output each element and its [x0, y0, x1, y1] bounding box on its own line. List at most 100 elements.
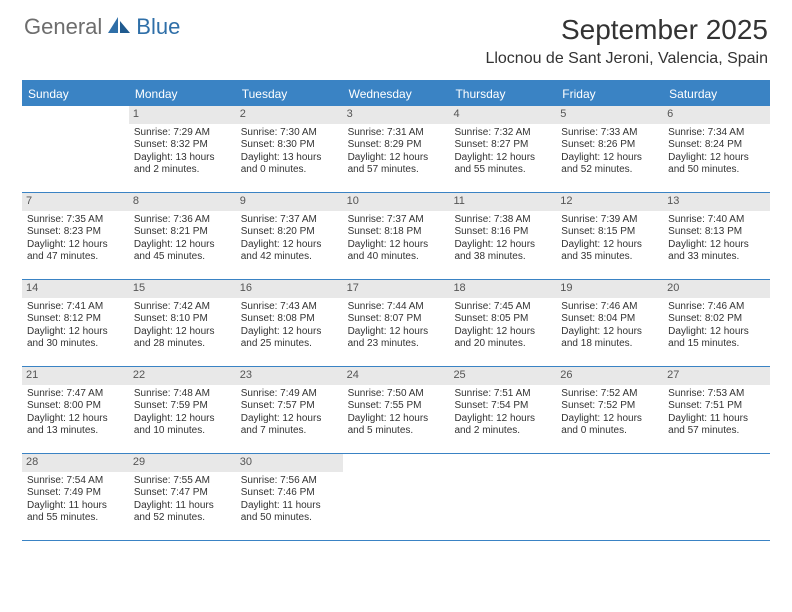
day-cell: 26Sunrise: 7:52 AMSunset: 7:52 PMDayligh… [556, 367, 663, 453]
day-cell: 9Sunrise: 7:37 AMSunset: 8:20 PMDaylight… [236, 193, 343, 279]
day-number: 20 [663, 280, 770, 298]
day-number: 8 [129, 193, 236, 211]
day-number: 27 [663, 367, 770, 385]
sunset-text: Sunset: 8:08 PM [241, 313, 338, 326]
sunset-text: Sunset: 8:30 PM [241, 139, 338, 152]
daylight1-text: Daylight: 12 hours [27, 239, 124, 252]
daylight2-text: and 2 minutes. [454, 425, 551, 438]
daylight2-text: and 55 minutes. [454, 164, 551, 177]
sunrise-text: Sunrise: 7:53 AM [668, 388, 765, 401]
daylight1-text: Daylight: 12 hours [668, 152, 765, 165]
daylight1-text: Daylight: 12 hours [134, 413, 231, 426]
sunrise-text: Sunrise: 7:36 AM [134, 214, 231, 227]
day-number: 4 [449, 106, 556, 124]
sunrise-text: Sunrise: 7:40 AM [668, 214, 765, 227]
daylight1-text: Daylight: 12 hours [134, 326, 231, 339]
sunset-text: Sunset: 8:18 PM [348, 226, 445, 239]
sunrise-text: Sunrise: 7:49 AM [241, 388, 338, 401]
day-number: 3 [343, 106, 450, 124]
sunset-text: Sunset: 8:13 PM [668, 226, 765, 239]
day-cell [343, 454, 450, 540]
day-cell [663, 454, 770, 540]
day-cell: 23Sunrise: 7:49 AMSunset: 7:57 PMDayligh… [236, 367, 343, 453]
week-row: 14Sunrise: 7:41 AMSunset: 8:12 PMDayligh… [22, 280, 770, 367]
daylight1-text: Daylight: 12 hours [561, 413, 658, 426]
daylight1-text: Daylight: 11 hours [27, 500, 124, 513]
day-cell: 12Sunrise: 7:39 AMSunset: 8:15 PMDayligh… [556, 193, 663, 279]
sunrise-text: Sunrise: 7:45 AM [454, 301, 551, 314]
sunset-text: Sunset: 8:07 PM [348, 313, 445, 326]
sunset-text: Sunset: 8:10 PM [134, 313, 231, 326]
day-number: 7 [22, 193, 129, 211]
daylight1-text: Daylight: 12 hours [241, 413, 338, 426]
sunrise-text: Sunrise: 7:30 AM [241, 127, 338, 140]
daylight1-text: Daylight: 11 hours [134, 500, 231, 513]
day-cell: 21Sunrise: 7:47 AMSunset: 8:00 PMDayligh… [22, 367, 129, 453]
sunrise-text: Sunrise: 7:50 AM [348, 388, 445, 401]
day-header: Thursday [449, 82, 556, 106]
sunrise-text: Sunrise: 7:34 AM [668, 127, 765, 140]
sunrise-text: Sunrise: 7:56 AM [241, 475, 338, 488]
daylight2-text: and 38 minutes. [454, 251, 551, 264]
daylight1-text: Daylight: 12 hours [454, 152, 551, 165]
daylight2-text: and 50 minutes. [668, 164, 765, 177]
day-number: 24 [343, 367, 450, 385]
day-cell [449, 454, 556, 540]
day-cell: 6Sunrise: 7:34 AMSunset: 8:24 PMDaylight… [663, 106, 770, 192]
day-number: 6 [663, 106, 770, 124]
sunset-text: Sunset: 7:54 PM [454, 400, 551, 413]
sunrise-text: Sunrise: 7:33 AM [561, 127, 658, 140]
daylight2-text: and 28 minutes. [134, 338, 231, 351]
daylight2-text: and 7 minutes. [241, 425, 338, 438]
logo: General Blue [24, 14, 180, 40]
daylight2-text: and 40 minutes. [348, 251, 445, 264]
sunrise-text: Sunrise: 7:37 AM [241, 214, 338, 227]
daylight1-text: Daylight: 11 hours [668, 413, 765, 426]
sunrise-text: Sunrise: 7:29 AM [134, 127, 231, 140]
sunrise-text: Sunrise: 7:46 AM [668, 301, 765, 314]
sunrise-text: Sunrise: 7:37 AM [348, 214, 445, 227]
day-number: 11 [449, 193, 556, 211]
day-number: 12 [556, 193, 663, 211]
daylight2-text: and 0 minutes. [241, 164, 338, 177]
sunrise-text: Sunrise: 7:54 AM [27, 475, 124, 488]
day-number: 18 [449, 280, 556, 298]
day-cell: 3Sunrise: 7:31 AMSunset: 8:29 PMDaylight… [343, 106, 450, 192]
sunset-text: Sunset: 7:59 PM [134, 400, 231, 413]
day-header: Tuesday [236, 82, 343, 106]
daylight2-text: and 18 minutes. [561, 338, 658, 351]
daylight2-text: and 25 minutes. [241, 338, 338, 351]
calendar: SundayMondayTuesdayWednesdayThursdayFrid… [22, 80, 770, 541]
header: General Blue September 2025 Llocnou de S… [0, 0, 792, 74]
daylight1-text: Daylight: 12 hours [348, 413, 445, 426]
sunrise-text: Sunrise: 7:42 AM [134, 301, 231, 314]
daylight2-text: and 5 minutes. [348, 425, 445, 438]
day-cell: 16Sunrise: 7:43 AMSunset: 8:08 PMDayligh… [236, 280, 343, 366]
daylight2-text: and 52 minutes. [134, 512, 231, 525]
sunset-text: Sunset: 8:05 PM [454, 313, 551, 326]
daylight2-text: and 42 minutes. [241, 251, 338, 264]
daylight1-text: Daylight: 12 hours [241, 239, 338, 252]
daylight2-text: and 15 minutes. [668, 338, 765, 351]
sunset-text: Sunset: 8:02 PM [668, 313, 765, 326]
day-number: 9 [236, 193, 343, 211]
sunset-text: Sunset: 8:16 PM [454, 226, 551, 239]
day-header: Saturday [663, 82, 770, 106]
sunset-text: Sunset: 7:51 PM [668, 400, 765, 413]
day-number: 28 [22, 454, 129, 472]
sunset-text: Sunset: 7:57 PM [241, 400, 338, 413]
sunset-text: Sunset: 7:46 PM [241, 487, 338, 500]
day-cell: 17Sunrise: 7:44 AMSunset: 8:07 PMDayligh… [343, 280, 450, 366]
day-number: 1 [129, 106, 236, 124]
day-header: Monday [129, 82, 236, 106]
day-cell: 8Sunrise: 7:36 AMSunset: 8:21 PMDaylight… [129, 193, 236, 279]
day-number: 22 [129, 367, 236, 385]
title-block: September 2025 Llocnou de Sant Jeroni, V… [485, 14, 768, 68]
daylight2-text: and 0 minutes. [561, 425, 658, 438]
day-cell: 14Sunrise: 7:41 AMSunset: 8:12 PMDayligh… [22, 280, 129, 366]
day-number: 5 [556, 106, 663, 124]
logo-text-general: General [24, 14, 102, 40]
day-cell: 28Sunrise: 7:54 AMSunset: 7:49 PMDayligh… [22, 454, 129, 540]
day-cell: 20Sunrise: 7:46 AMSunset: 8:02 PMDayligh… [663, 280, 770, 366]
month-title: September 2025 [485, 14, 768, 46]
